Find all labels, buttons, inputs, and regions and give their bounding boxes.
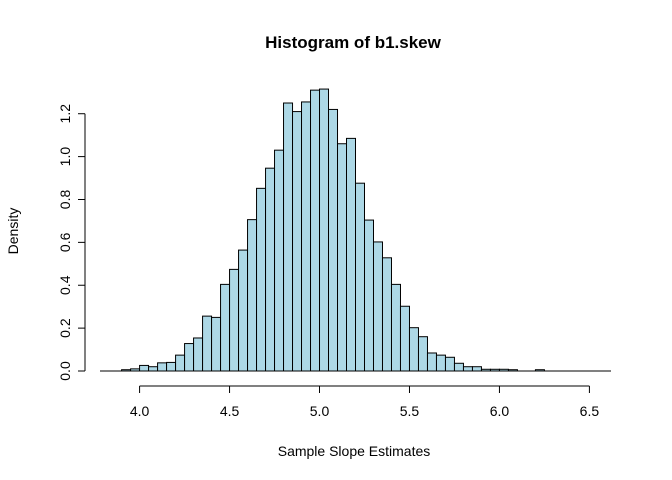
histogram-bar [337, 143, 348, 372]
x-tick-label: 5.5 [400, 403, 420, 419]
histogram-bar [462, 366, 473, 372]
histogram-bar [220, 283, 231, 372]
histogram-bar [247, 219, 258, 372]
histogram-bar [310, 89, 321, 372]
histogram-bar [238, 249, 249, 372]
histogram-bar [426, 352, 437, 372]
histogram-bar [435, 354, 446, 372]
histogram-bar [408, 327, 419, 372]
histogram-bar [417, 336, 428, 372]
y-tick-label: 1.2 [57, 104, 73, 124]
histogram-bar [193, 337, 204, 372]
histogram-bar [157, 362, 168, 372]
histogram-bar [471, 366, 482, 372]
histogram-bar [202, 315, 213, 372]
y-tick-label: 0.0 [57, 361, 73, 381]
y-axis: 0.0 0.2 0.4 0.6 0.8 1.0 1.2 [57, 104, 86, 381]
histogram-bar [364, 219, 374, 372]
x-tick-label: 4.5 [220, 403, 240, 419]
y-tick-label: 1.0 [57, 147, 73, 167]
histogram-bar [148, 366, 159, 372]
y-axis-label: Density [5, 208, 21, 255]
histogram-bar [355, 182, 365, 372]
histogram-bar [283, 102, 294, 372]
histogram-bar [166, 361, 177, 372]
histogram-bar [265, 167, 276, 372]
histogram-bar [274, 149, 285, 372]
histogram-bar [328, 108, 339, 372]
histogram-bar [256, 187, 267, 372]
histogram-bar [175, 354, 186, 372]
y-tick-label: 0.2 [57, 318, 73, 338]
histogram-bar [444, 356, 455, 372]
histogram-bar [399, 305, 410, 372]
histogram-bar [301, 101, 312, 372]
histogram-bar [390, 283, 401, 372]
y-tick-label: 0.8 [57, 190, 73, 210]
histogram-bars [100, 88, 611, 372]
histogram-bar [184, 343, 195, 372]
histogram-bar [319, 88, 330, 372]
histogram-bar [211, 316, 222, 372]
y-tick-label: 0.6 [57, 232, 73, 252]
x-axis-label: Sample Slope Estimates [278, 443, 431, 459]
x-tick-label: 6.5 [580, 403, 600, 419]
histogram-bar [381, 257, 392, 372]
histogram-bar [292, 111, 303, 372]
histogram-bar [372, 241, 383, 372]
histogram-bar [453, 362, 464, 372]
chart-title: Histogram of b1.skew [265, 33, 441, 52]
x-tick-label: 6.0 [490, 403, 510, 419]
x-tick-label: 4.0 [130, 403, 150, 419]
histogram-bar [229, 268, 240, 372]
x-tick-label: 5.0 [310, 403, 330, 419]
histogram-bar [346, 137, 356, 372]
x-axis: 4.0 4.5 5.0 5.5 6.0 6.5 [130, 385, 600, 419]
histogram-bar [139, 364, 150, 372]
y-tick-label: 0.4 [57, 275, 73, 295]
